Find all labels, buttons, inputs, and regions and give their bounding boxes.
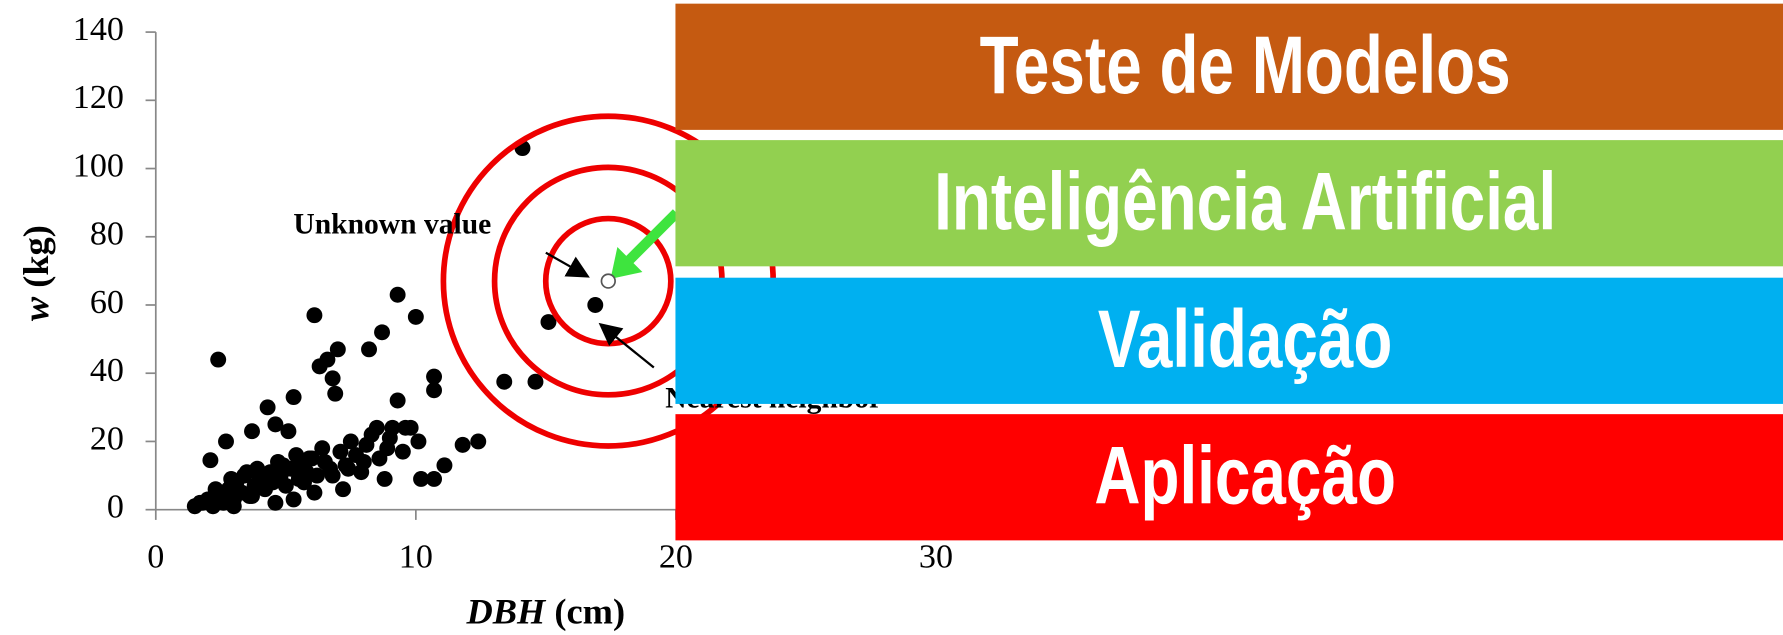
point xyxy=(426,471,443,487)
banner xyxy=(675,414,1783,541)
point xyxy=(301,450,318,467)
y-tick-label: 40 xyxy=(90,352,124,389)
point xyxy=(309,467,325,484)
point xyxy=(210,351,227,368)
point xyxy=(374,324,390,341)
point xyxy=(426,368,443,385)
green-arrow-head xyxy=(610,246,643,279)
point xyxy=(280,423,297,440)
banners: Teste de Modelos Inteligência Artificial V… xyxy=(675,3,1783,541)
x-axis-label: DBH (cm) xyxy=(466,591,626,631)
unknown-point xyxy=(600,273,616,289)
point xyxy=(436,457,453,474)
point xyxy=(587,297,604,313)
banner-text: Inteligência Artificial xyxy=(934,156,1556,247)
point xyxy=(306,307,323,324)
point xyxy=(361,341,377,358)
point xyxy=(218,433,234,450)
x-tick-label: 10 xyxy=(399,539,433,576)
point xyxy=(389,286,406,303)
point xyxy=(192,494,208,511)
point xyxy=(202,452,219,469)
banner xyxy=(675,140,1783,267)
point xyxy=(285,389,302,406)
point xyxy=(376,471,393,487)
point xyxy=(254,477,271,494)
x-tick-label: 20 xyxy=(659,539,693,576)
point xyxy=(389,392,406,409)
point xyxy=(285,491,302,508)
y-tick-label: 140 xyxy=(73,11,124,48)
point xyxy=(470,433,487,450)
y-label-var: w xyxy=(16,296,56,321)
point xyxy=(324,370,341,387)
point xyxy=(381,430,398,446)
point xyxy=(223,471,240,487)
point xyxy=(225,498,242,515)
annotation: Unknown value xyxy=(293,208,491,240)
x-label-var: DBH xyxy=(466,591,548,631)
annotation-arrow xyxy=(598,322,655,369)
point xyxy=(363,426,380,443)
point xyxy=(319,351,336,368)
point xyxy=(244,488,260,504)
point xyxy=(277,477,294,494)
point xyxy=(426,382,443,399)
plot: 0 20 40 60 80 100 120 140 0 10 20 30 xyxy=(73,11,962,576)
banner-text: Validação xyxy=(1098,293,1393,384)
point xyxy=(244,423,260,440)
y-tick-label: 0 xyxy=(107,489,124,526)
annotation-arrow xyxy=(545,251,590,278)
point xyxy=(275,457,292,474)
point xyxy=(413,471,430,487)
point xyxy=(231,484,247,501)
point xyxy=(314,440,331,457)
point xyxy=(259,399,276,416)
point xyxy=(238,464,255,481)
point xyxy=(410,433,427,450)
point xyxy=(327,385,344,402)
point xyxy=(407,308,424,325)
point xyxy=(496,373,513,390)
y-label-unit: (kg) xyxy=(16,225,56,288)
x-label-unit: (cm) xyxy=(554,591,625,631)
point xyxy=(355,453,372,470)
banner xyxy=(675,277,1783,404)
y-axis-label: w (kg) xyxy=(16,225,56,321)
point xyxy=(402,419,419,436)
point xyxy=(329,341,346,358)
banner xyxy=(675,3,1783,130)
x-tick-label: 0 xyxy=(147,539,164,576)
point xyxy=(210,491,227,508)
x-tick-label: 30 xyxy=(919,539,953,576)
point xyxy=(342,433,359,450)
point xyxy=(267,416,284,433)
point xyxy=(540,314,557,331)
point xyxy=(332,443,349,460)
y-tick-label: 20 xyxy=(90,420,124,457)
banner-text: Aplicação xyxy=(1094,430,1396,521)
y-tick-label: 100 xyxy=(73,147,124,184)
y-tick-label: 80 xyxy=(90,216,124,253)
point xyxy=(394,443,411,460)
point xyxy=(306,484,323,501)
point xyxy=(267,494,284,511)
point xyxy=(340,460,357,477)
y-tick-label: 60 xyxy=(90,284,124,321)
point xyxy=(324,467,341,484)
point xyxy=(454,436,471,453)
banner-text: Teste de Modelos xyxy=(980,19,1511,110)
point xyxy=(527,373,544,390)
point xyxy=(296,474,312,491)
y-tick-label: 120 xyxy=(73,79,124,116)
point xyxy=(335,481,351,498)
